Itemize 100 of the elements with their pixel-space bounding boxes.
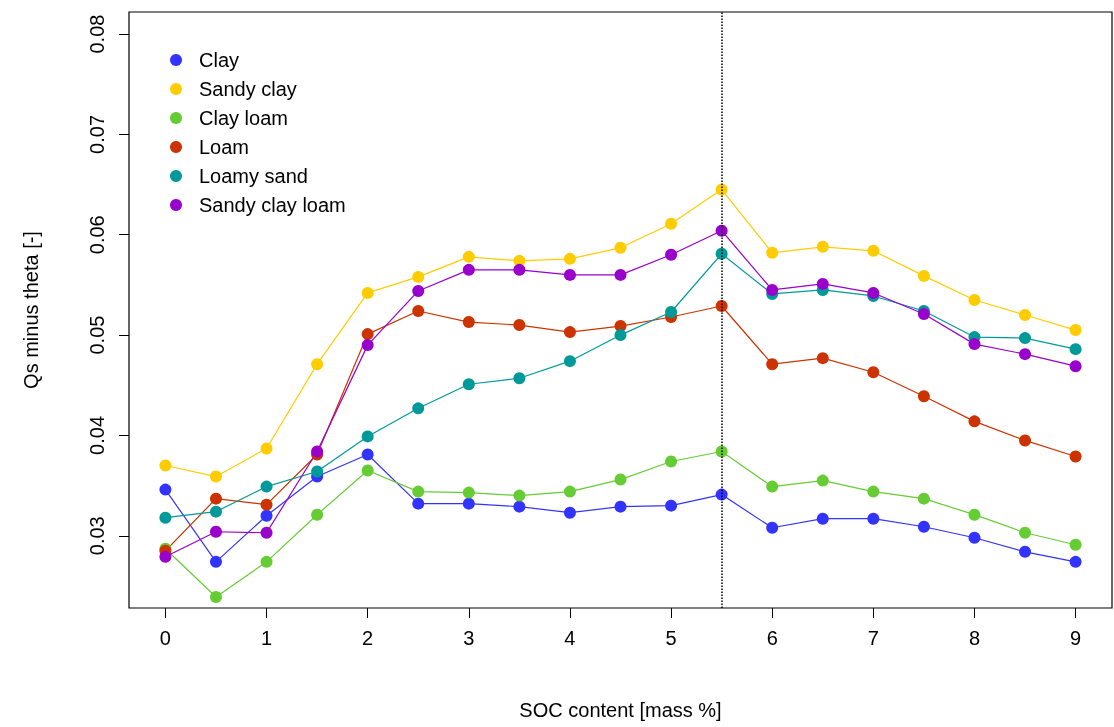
point [412,270,425,283]
point [563,506,576,519]
point [462,263,475,276]
point [1069,555,1082,568]
point [311,358,324,371]
point [361,448,374,461]
point [412,485,425,498]
x-tick-label: 8 [968,627,981,649]
point [361,328,374,341]
x-axis-title: SOC content [mass %] [519,699,722,721]
point [311,508,324,521]
point [917,390,930,403]
legend-label: Loamy sand [199,165,308,187]
point [715,247,728,260]
point [260,509,273,522]
point [867,512,880,525]
y-tick-label: 0.05 [86,315,108,355]
point [159,511,172,524]
point [766,358,779,371]
x-tick-label: 9 [1070,627,1082,649]
point [209,505,222,518]
point [412,305,425,317]
y-tick-label: 0.08 [86,14,108,54]
point [1019,526,1032,539]
point [917,269,930,282]
point [917,492,930,505]
point [867,366,880,379]
point [816,240,829,253]
point [513,372,526,385]
point [867,485,880,498]
point [715,183,728,196]
point [715,224,728,237]
point [462,378,475,391]
point [462,250,475,263]
y-tick-label: 0.03 [86,516,108,556]
point [361,286,374,299]
point [563,485,576,498]
point [361,464,374,477]
point [766,246,779,259]
point [816,474,829,487]
point [665,455,678,468]
point [513,500,526,513]
point [917,520,930,533]
point [260,498,273,511]
point [209,555,222,568]
point [563,252,576,265]
point [614,500,627,513]
point [665,217,678,230]
point [816,277,829,290]
point [968,531,981,544]
point [1019,348,1032,361]
point [1019,545,1032,558]
point [968,293,981,306]
point [260,480,273,493]
y-tick-label: 0.04 [86,415,108,455]
point [563,326,576,339]
point [968,508,981,521]
point [1069,450,1082,463]
point [159,550,172,563]
point [361,430,374,443]
point [715,488,728,501]
point [968,415,981,428]
point [462,486,475,499]
point [614,473,627,486]
point [766,480,779,493]
x-tick-label: 6 [766,627,778,649]
point [766,521,779,534]
point [209,525,222,538]
point [412,402,425,415]
point [311,465,324,478]
legend-label: Sandy clay [199,78,297,100]
point [159,483,172,496]
point [209,492,222,505]
point [563,268,576,281]
point [968,338,981,351]
legend-label: Clay [199,49,240,71]
point [412,497,425,510]
legend-label: Clay loam [199,107,288,129]
legend-label: Loam [199,136,250,158]
point [1069,343,1082,356]
point [1019,332,1032,345]
point [361,339,374,352]
point [1069,538,1082,551]
point [614,241,627,254]
point [766,283,779,296]
point [1069,360,1082,373]
x-tick-label: 0 [159,627,171,649]
point [260,555,273,568]
point [563,355,576,368]
point [665,248,678,261]
point [462,316,475,329]
point [513,489,526,502]
point [260,526,273,539]
point [614,268,627,281]
x-tick-label: 4 [564,627,576,649]
point [1069,324,1082,337]
point [462,497,475,510]
point [614,329,627,342]
y-tick-label: 0.07 [86,114,108,154]
y-axis-title: Qs minus theta [-] [20,231,42,389]
